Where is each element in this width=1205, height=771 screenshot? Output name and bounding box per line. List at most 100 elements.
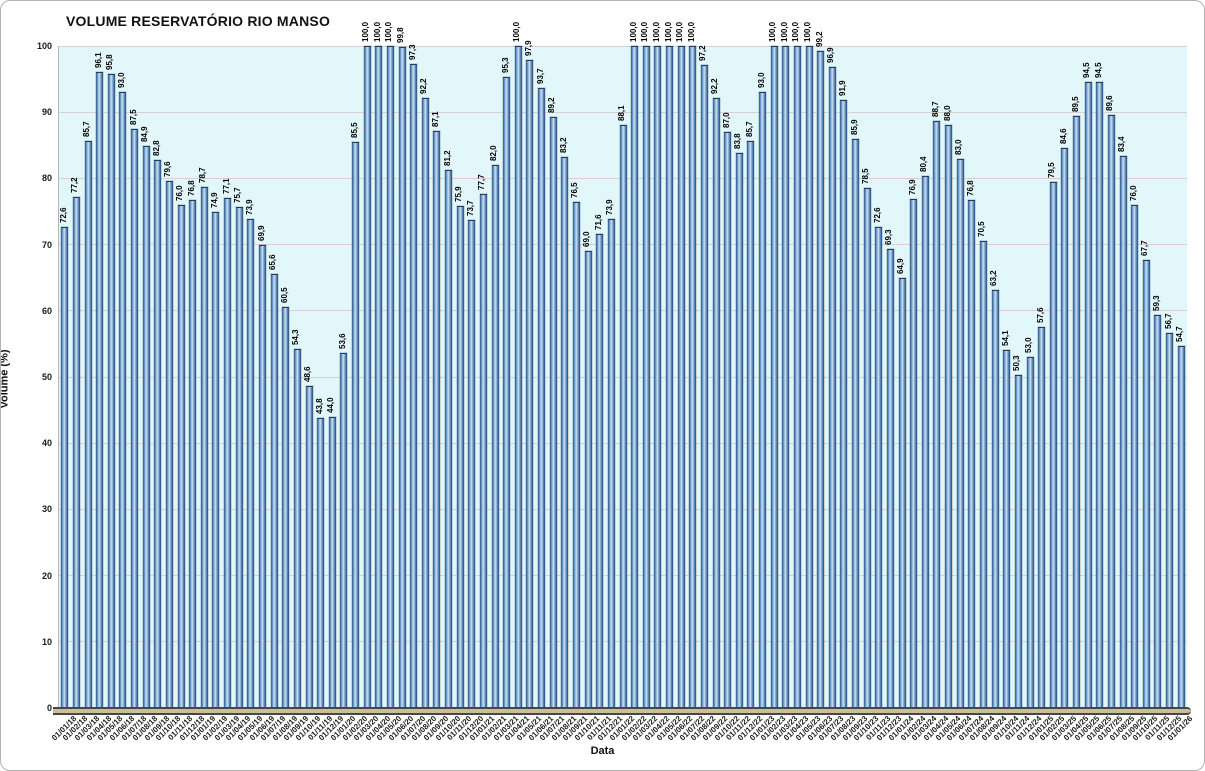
bar-value-label: 92,2 bbox=[710, 78, 720, 94]
bar-01/07/24 bbox=[968, 199, 976, 709]
bar-value-label: 77,2 bbox=[70, 177, 80, 193]
bar-value-label: 81,2 bbox=[442, 150, 452, 167]
bar-01/06/20 bbox=[398, 47, 406, 709]
bar-value-label: 89,6 bbox=[1105, 95, 1115, 111]
bar-01/06/22 bbox=[677, 46, 685, 709]
bar-value-label: 84,6 bbox=[1058, 128, 1068, 144]
bar-value-label: 99,8 bbox=[396, 27, 406, 44]
y-tick-label: 40 bbox=[41, 438, 52, 449]
x-axis-title: Data bbox=[590, 745, 615, 757]
bar-01/06/18 bbox=[119, 92, 127, 709]
bar-01/06/21 bbox=[538, 87, 546, 709]
bar-value-label: 54,1 bbox=[1000, 330, 1010, 346]
bar-value-label: 69,0 bbox=[582, 231, 592, 248]
bar-01/10/19 bbox=[305, 386, 313, 709]
bar-01/09/23 bbox=[852, 139, 860, 709]
bar-value-label: 80,4 bbox=[919, 156, 929, 172]
bar-01/08/25 bbox=[1119, 155, 1127, 709]
bar-01/01/22 bbox=[619, 124, 627, 709]
bar-value-label: 93,0 bbox=[756, 72, 766, 89]
bar-01/01/20 bbox=[340, 353, 348, 709]
bar-01/07/23 bbox=[828, 66, 836, 709]
y-tick-label: 30 bbox=[41, 504, 52, 515]
bar-01/05/21 bbox=[526, 59, 534, 709]
bar-value-label: 56,7 bbox=[1163, 313, 1173, 329]
bar-01/11/22 bbox=[735, 153, 743, 709]
y-tick-label: 20 bbox=[41, 570, 52, 581]
bar-01/12/23 bbox=[886, 249, 894, 709]
bar-value-label: 79,6 bbox=[163, 161, 173, 178]
bar-01/08/24 bbox=[979, 241, 987, 709]
bar-value-label: 97,2 bbox=[698, 44, 708, 61]
bar-value-label: 43,8 bbox=[314, 398, 324, 415]
bar-01/05/25 bbox=[1084, 82, 1092, 709]
bar-01/12/20 bbox=[468, 220, 476, 709]
bar-value-label: 48,6 bbox=[303, 366, 313, 383]
bar-value-label: 78,5 bbox=[861, 168, 871, 185]
bar-01/05/24 bbox=[945, 125, 953, 709]
bar-01/03/24 bbox=[921, 175, 929, 709]
bar-value-label: 87,0 bbox=[721, 112, 731, 129]
bar-01/11/24 bbox=[1014, 375, 1022, 709]
bar-value-label: 100,0 bbox=[361, 21, 371, 42]
bar-01/09/20 bbox=[433, 131, 441, 709]
bar-01/04/25 bbox=[1073, 115, 1081, 709]
bar-01/01/19 bbox=[200, 187, 208, 709]
bar-01/01/25 bbox=[1038, 326, 1046, 709]
bar-value-label: 73,9 bbox=[605, 199, 615, 215]
bar-01/08/23 bbox=[840, 99, 848, 709]
bar-01/04/19 bbox=[235, 206, 243, 709]
bar-01/09/24 bbox=[991, 289, 999, 709]
bar-01/07/18 bbox=[131, 128, 139, 709]
bar-value-label: 93,0 bbox=[116, 72, 126, 89]
bar-01/12/19 bbox=[328, 416, 336, 709]
bar-value-label: 100,0 bbox=[675, 21, 685, 42]
bar-01/02/18 bbox=[72, 196, 80, 709]
bar-01/02/21 bbox=[491, 165, 499, 709]
bar-value-label: 89,2 bbox=[547, 97, 557, 114]
bar-01/05/18 bbox=[107, 73, 115, 709]
bar-value-label: 69,9 bbox=[256, 225, 266, 242]
bar-value-label: 77,7 bbox=[477, 174, 487, 190]
bar-value-label: 100,0 bbox=[663, 21, 673, 42]
bar-01/02/23 bbox=[770, 46, 778, 709]
bar-value-label: 73,7 bbox=[465, 200, 475, 217]
y-tick-label: 80 bbox=[41, 173, 52, 184]
bar-value-label: 77,1 bbox=[221, 178, 231, 194]
bar-01/07/19 bbox=[270, 273, 278, 709]
bar-value-label: 53,6 bbox=[337, 333, 347, 350]
bar-value-label: 44,0 bbox=[326, 397, 336, 413]
bar-value-label: 50,3 bbox=[1012, 355, 1022, 371]
bar-01/05/20 bbox=[386, 46, 394, 709]
bar-01/04/18 bbox=[96, 71, 104, 709]
bar-01/09/22 bbox=[712, 97, 720, 709]
bar-value-label: 100,0 bbox=[791, 21, 801, 42]
bar-value-label: 54,3 bbox=[291, 328, 301, 345]
bar-value-label: 83,0 bbox=[954, 138, 964, 155]
gridline-100 bbox=[59, 45, 1187, 47]
bar-value-label: 63,2 bbox=[989, 270, 999, 286]
bar-01/09/25 bbox=[1131, 204, 1139, 709]
bar-01/03/22 bbox=[642, 46, 650, 709]
bar-01/06/23 bbox=[817, 51, 825, 709]
bar-value-label: 75,9 bbox=[454, 185, 464, 202]
bar-value-label: 65,6 bbox=[268, 254, 278, 270]
bar-value-label: 70,5 bbox=[977, 221, 987, 238]
bar-01/05/23 bbox=[805, 46, 813, 709]
bar-01/04/21 bbox=[514, 46, 522, 709]
bar-value-label: 64,9 bbox=[896, 258, 906, 275]
bar-01/09/18 bbox=[154, 159, 162, 709]
bar-value-label: 88,1 bbox=[617, 105, 626, 121]
bar-value-label: 100,0 bbox=[803, 21, 813, 42]
bar-value-label: 94,5 bbox=[1082, 62, 1092, 79]
bar-value-label: 54,7 bbox=[1175, 326, 1185, 342]
bar-01/06/19 bbox=[259, 245, 266, 709]
bar-01/08/20 bbox=[421, 97, 429, 709]
bar-01/03/23 bbox=[782, 46, 790, 709]
y-axis-title: Volume (%) bbox=[0, 349, 11, 409]
bar-01/09/21 bbox=[572, 201, 580, 709]
bar-value-label: 72,6 bbox=[872, 207, 882, 224]
bar-01/06/25 bbox=[1096, 82, 1104, 709]
y-tick-label: 50 bbox=[41, 372, 52, 382]
bar-01/11/18 bbox=[177, 204, 185, 709]
